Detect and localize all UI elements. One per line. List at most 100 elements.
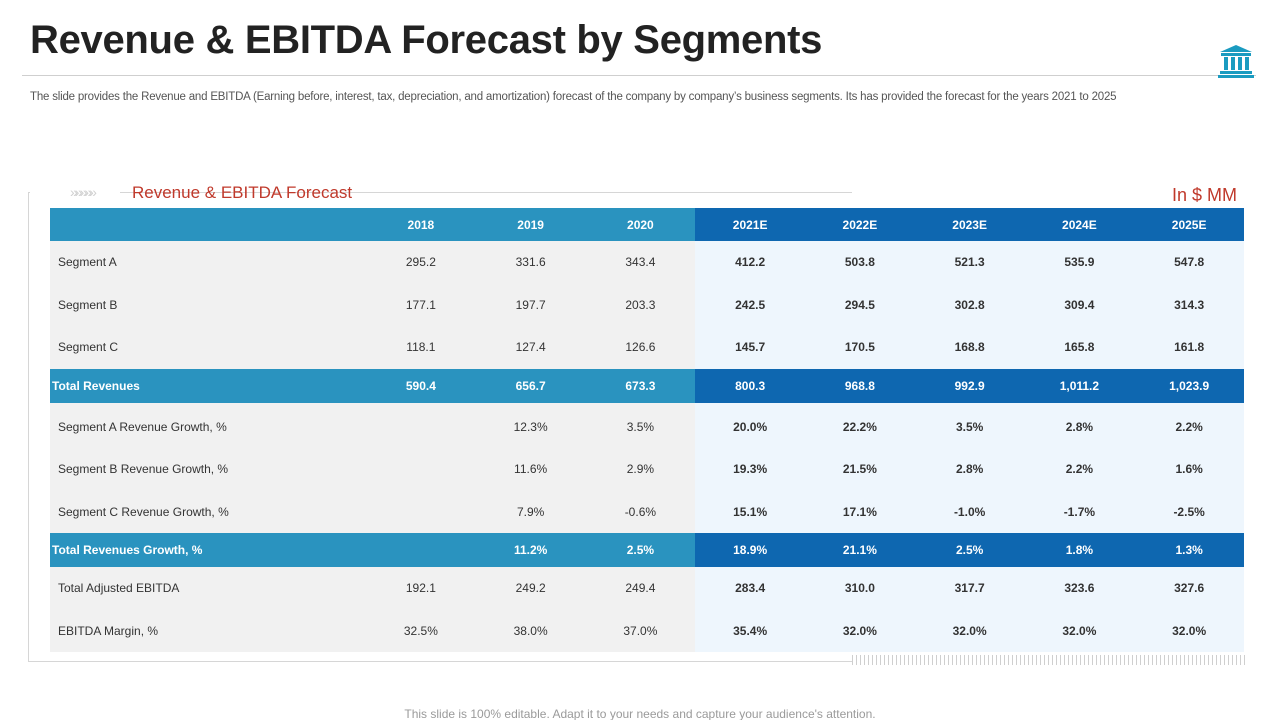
table-cell: 1.6%: [1134, 448, 1244, 491]
table-cell: 521.3: [914, 241, 1025, 284]
forecast-table: 2018 2019 2020 2021E 2022E 2023E 2024E 2025E Se…: [50, 208, 1244, 652]
row-label: Segment B Revenue Growth, %: [50, 448, 366, 491]
row-label: EBITDA Margin, %: [50, 609, 366, 652]
table-cell: 2.2%: [1024, 448, 1135, 491]
unit-label: In $ MM: [1171, 185, 1237, 205]
table-cell: 126.6: [585, 326, 696, 369]
table-cell: -2.5%: [1134, 490, 1244, 533]
table-cell: 165.8: [1024, 326, 1135, 369]
table-cell: 38.0%: [475, 609, 586, 652]
table-cell: 673.3: [585, 368, 696, 403]
table-cell: 32.5%: [366, 609, 476, 652]
table-cell: 18.9%: [695, 533, 805, 567]
row-label: Total Revenues Growth, %: [50, 533, 366, 567]
table-cell: 249.4: [585, 567, 696, 610]
table-cell: 11.6%: [475, 448, 586, 491]
table-cell: 22.2%: [805, 405, 915, 448]
total-row: Total Revenues Growth, % 11.2% 2.5% 18.9% 21…: [50, 533, 1244, 567]
table-cell: 503.8: [805, 241, 915, 284]
table-cell: 242.5: [695, 283, 805, 326]
table-cell: 992.9: [914, 368, 1025, 403]
table-cell: 15.1%: [695, 490, 805, 533]
table-cell: 309.4: [1024, 283, 1135, 326]
table-cell: 327.6: [1134, 567, 1244, 610]
section-title: Revenue & EBITDA Forecast: [132, 183, 353, 202]
table-cell: 656.7: [475, 368, 586, 403]
column-header: 2024E: [1024, 208, 1135, 241]
spacer-row: [50, 402, 1244, 406]
frame-gap: [30, 188, 120, 196]
footer-note: This slide is 100% editable. Adapt it to…: [404, 707, 876, 720]
table-cell: 37.0%: [585, 609, 696, 652]
table-cell: 317.7: [914, 567, 1025, 610]
table-cell: 343.4: [585, 241, 696, 284]
table-cell: -0.6%: [585, 490, 696, 533]
title-divider: [22, 75, 1256, 76]
table-cell: 203.3: [585, 283, 696, 326]
row-label: Total Adjusted EBITDA: [50, 567, 366, 610]
table-cell: 2.5%: [914, 533, 1025, 567]
row-label: Segment C Revenue Growth, %: [50, 490, 366, 533]
forecast-table-container: 2018 2019 2020 2021E 2022E 2023E 2024E 2025E Se…: [50, 208, 1244, 652]
total-row: Total Revenues 590.4 656.7 673.3 800.3 968.8 9…: [50, 368, 1244, 403]
table-cell: 127.4: [475, 326, 586, 369]
table-cell: 197.7: [475, 283, 586, 326]
row-label: Segment A Revenue Growth, %: [50, 405, 366, 448]
column-header: 2020: [585, 208, 696, 241]
table-row: Segment B 177.1 197.7 203.3 242.5 294.5 302.8 3…: [50, 283, 1244, 326]
table-cell: 323.6: [1024, 567, 1135, 610]
chevron-decoration: »»»»»: [70, 184, 97, 200]
column-header: 2022E: [805, 208, 915, 241]
table-row: Segment C 118.1 127.4 126.6 145.7 170.5 168.8 1…: [50, 326, 1244, 369]
page-subtitle: The slide provides the Revenue and EBITD…: [30, 91, 1117, 103]
column-header: 2021E: [695, 208, 805, 241]
table-frame: [28, 192, 852, 662]
table-cell: 168.8: [914, 326, 1025, 369]
table-cell: 331.6: [475, 241, 586, 284]
table-cell: 32.0%: [914, 609, 1025, 652]
table-row: Segment A Revenue Growth, % 12.3% 3.5% 20.0…: [50, 405, 1244, 448]
table-cell: 35.4%: [695, 609, 805, 652]
table-cell: 145.7: [695, 326, 805, 369]
table-cell: 968.8: [805, 368, 915, 403]
table-cell: 2.8%: [914, 448, 1025, 491]
table-cell: 295.2: [366, 241, 476, 284]
table-cell: 1,023.9: [1134, 368, 1244, 403]
table-cell: 21.1%: [805, 533, 915, 567]
table-cell: 800.3: [695, 368, 805, 403]
table-cell: 17.1%: [805, 490, 915, 533]
column-header: 2023E: [914, 208, 1025, 241]
table-row: Segment C Revenue Growth, % 7.9% -0.6% 15.1…: [50, 490, 1244, 533]
row-label: Segment C: [50, 326, 366, 369]
table-cell: 547.8: [1134, 241, 1244, 284]
table-cell: [366, 533, 476, 567]
table-cell: 249.2: [475, 567, 586, 610]
table-cell: 2.8%: [1024, 405, 1135, 448]
table-cell: [366, 490, 476, 533]
table-cell: [366, 405, 476, 448]
table-row: EBITDA Margin, % 32.5% 38.0% 37.0% 35.4% 32.0…: [50, 609, 1244, 652]
table-cell: 590.4: [366, 368, 476, 403]
table-cell: 2.9%: [585, 448, 696, 491]
table-cell: 294.5: [805, 283, 915, 326]
table-cell: 1.8%: [1024, 533, 1135, 567]
table-cell: -1.7%: [1024, 490, 1135, 533]
column-header: 2025E: [1134, 208, 1244, 241]
table-cell: 302.8: [914, 283, 1025, 326]
row-label: Total Revenues: [50, 368, 366, 403]
table-cell: [366, 448, 476, 491]
table-cell: 1,011.2: [1024, 368, 1135, 403]
table-cell: 192.1: [366, 567, 476, 610]
table-cell: 3.5%: [914, 405, 1025, 448]
table-cell: 12.3%: [475, 405, 586, 448]
column-header: 2019: [475, 208, 586, 241]
table-cell: 1.3%: [1134, 533, 1244, 567]
table-cell: 11.2%: [475, 533, 586, 567]
header-cell-blank: [50, 208, 366, 241]
table-row: Segment A 295.2 331.6 343.4 412.2 503.8 521.3 5…: [50, 241, 1244, 284]
table-cell: 535.9: [1024, 241, 1135, 284]
table-row: Segment B Revenue Growth, % 11.6% 2.9% 19.3…: [50, 448, 1244, 491]
row-label: Segment B: [50, 283, 366, 326]
table-cell: 7.9%: [475, 490, 586, 533]
table-cell: 412.2: [695, 241, 805, 284]
